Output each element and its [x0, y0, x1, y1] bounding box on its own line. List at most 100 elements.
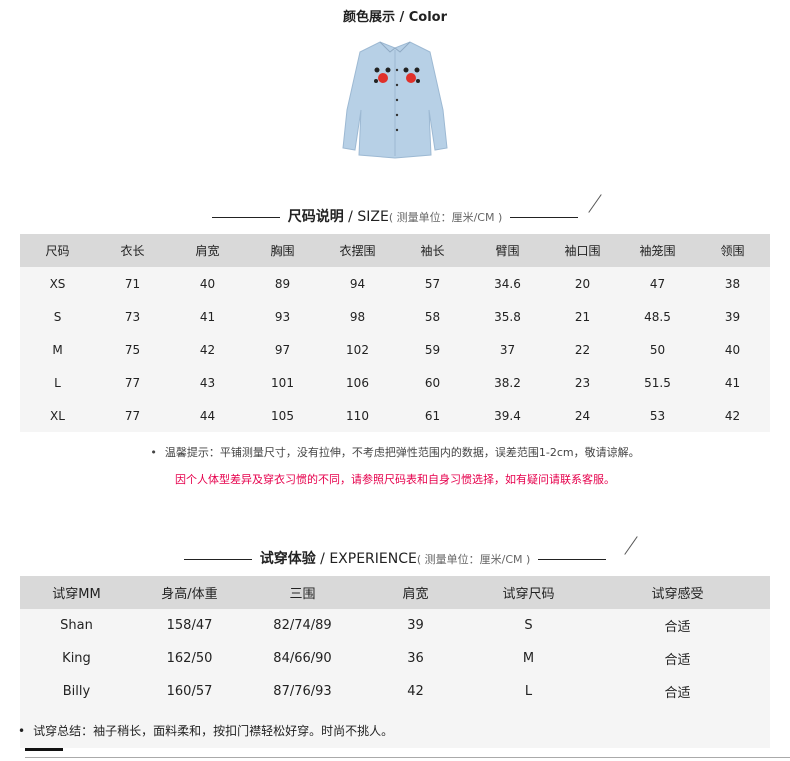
size-table: 尺码 衣长 肩宽 胸围 衣摆围 袖长 臂围 袖口围 袖笼围 领围 XS 71 40 89 94 57 34.6… — [20, 234, 770, 432]
table-cell: 50 — [649, 342, 666, 357]
table-cell: 38 — [724, 276, 741, 291]
column-header: 试穿尺码 — [502, 587, 555, 602]
table-cell: 51.5 — [644, 375, 671, 390]
divider — [538, 558, 607, 560]
column-header: 衣长 — [120, 244, 145, 258]
size-title-en: / SIZE — [343, 209, 389, 225]
table-cell: 39 — [724, 309, 741, 324]
table-header-row: 尺码 衣长 肩宽 胸围 衣摆围 袖长 臂围 袖口围 袖笼围 领围 — [20, 234, 770, 267]
table-cell: 101 — [271, 375, 294, 390]
table-row: L 77 43 101 106 60 38.2 23 51.5 41 — [20, 366, 770, 399]
size-tip: 温馨提示：平铺测量尺寸，没有拉伸，不考虑把弹性范围内的数据，误差范围1-2cm，… — [0, 444, 790, 460]
table-cell: 58 — [424, 309, 441, 324]
column-header: 肩宽 — [402, 587, 429, 602]
table-row: XS 71 40 89 94 57 34.6 20 47 38 — [20, 267, 770, 300]
table-cell: 53 — [649, 408, 666, 423]
experience-title-cn: 试穿体验 — [259, 551, 316, 567]
table-row: King 162/50 84/66/90 36 M 合适 — [20, 642, 770, 675]
table-cell: 21 — [574, 309, 591, 324]
table-cell: 34.6 — [494, 276, 521, 291]
table-cell: 20 — [574, 276, 591, 291]
table-cell: M — [52, 342, 63, 357]
size-warning: 因个人体型差异及穿衣习惯的不同，请参照尺码表和自身习惯选择，如有疑问请联系客服。 — [175, 473, 615, 486]
column-header: 尺码 — [45, 244, 70, 258]
table-cell: S — [53, 309, 62, 324]
table-cell: L — [54, 375, 61, 390]
shirt-product-image — [342, 41, 448, 159]
table-cell: 77 — [124, 375, 141, 390]
column-header: 试穿感受 — [651, 587, 704, 602]
table-cell: 合适 — [664, 620, 691, 635]
table-header-row: 试穿MM 身高/体重 三围 肩宽 试穿尺码 试穿感受 — [20, 576, 770, 609]
column-header: 袖笼围 — [639, 244, 676, 258]
table-row: Billy 160/57 87/76/93 42 L 合适 — [20, 675, 770, 708]
column-header: 衣摆围 — [339, 244, 376, 258]
table-cell: 42 — [407, 684, 424, 699]
column-header: 袖口围 — [564, 244, 601, 258]
table-cell: 71 — [124, 276, 141, 291]
table-cell: 38.2 — [494, 375, 521, 390]
experience-section-title: 试穿体验 / EXPERIENCE( 测量单位：厘米/CM ) — [0, 548, 790, 568]
divider — [510, 216, 579, 218]
table-cell: 84/66/90 — [273, 651, 332, 666]
size-title-cn: 尺码说明 — [287, 209, 344, 225]
table-cell: 42 — [724, 408, 741, 423]
table-cell: King — [62, 651, 91, 666]
column-header: 三围 — [289, 587, 316, 602]
table-cell: Shan — [60, 618, 93, 633]
table-cell: 47 — [649, 276, 666, 291]
table-cell: L — [524, 684, 533, 699]
table-cell: 22 — [574, 342, 591, 357]
table-cell: 61 — [424, 408, 441, 423]
color-section-title: 颜色展示 / Color — [342, 10, 448, 25]
table-cell: 35.8 — [494, 309, 521, 324]
table-cell: 40 — [199, 276, 216, 291]
table-cell: 105 — [271, 408, 294, 423]
table-cell: 98 — [349, 309, 366, 324]
table-cell: S — [524, 618, 533, 633]
table-cell: 41 — [724, 375, 741, 390]
size-unit: ( 测量单位：厘米/CM ) — [388, 211, 503, 224]
column-header: 袖长 — [420, 244, 445, 258]
table-cell: 97 — [274, 342, 291, 357]
divider — [183, 558, 252, 560]
size-section-title: 尺码说明 / SIZE( 测量单位：厘米/CM ) — [0, 206, 790, 226]
table-cell: 41 — [199, 309, 216, 324]
table-cell: 89 — [274, 276, 291, 291]
table-cell: 24 — [574, 408, 591, 423]
column-header: 肩宽 — [195, 244, 220, 258]
table-row: M 75 42 97 102 59 37 22 50 40 — [20, 333, 770, 366]
table-cell: 82/74/89 — [273, 618, 332, 633]
table-cell: 93 — [274, 309, 291, 324]
divider — [211, 216, 280, 218]
table-cell: XL — [50, 408, 65, 423]
table-cell: 36 — [407, 651, 424, 666]
table-cell: XS — [49, 276, 66, 291]
bottom-divider — [25, 757, 790, 758]
experience-unit: ( 测量单位：厘米/CM ) — [416, 553, 531, 566]
table-cell: 57 — [424, 276, 441, 291]
table-cell: 162/50 — [166, 651, 213, 666]
column-header: 试穿MM — [52, 587, 101, 602]
table-cell: 59 — [424, 342, 441, 357]
table-cell: 160/57 — [166, 684, 213, 699]
table-cell: 39 — [407, 618, 424, 633]
table-cell: 23 — [574, 375, 591, 390]
table-cell: M — [522, 651, 535, 666]
table-cell: 94 — [349, 276, 366, 291]
table-cell: 37 — [499, 342, 516, 357]
table-row: XL 77 44 105 110 61 39.4 24 53 42 — [20, 399, 770, 432]
column-header: 臂围 — [495, 244, 520, 258]
table-cell: 40 — [724, 342, 741, 357]
table-cell: 158/47 — [166, 618, 213, 633]
table-cell: 39.4 — [494, 408, 521, 423]
table-cell: 44 — [199, 408, 216, 423]
table-cell: 60 — [424, 375, 441, 390]
experience-title-en: / EXPERIENCE — [315, 551, 417, 567]
table-cell: 73 — [124, 309, 141, 324]
table-cell: 106 — [346, 375, 369, 390]
table-row: S 73 41 93 98 58 35.8 21 48.5 39 — [20, 300, 770, 333]
experience-summary: 试穿总结：袖子稍长，面料柔和，按扣门襟轻松好穿。时尚不挑人。 — [18, 722, 393, 739]
table-cell: 102 — [346, 342, 369, 357]
